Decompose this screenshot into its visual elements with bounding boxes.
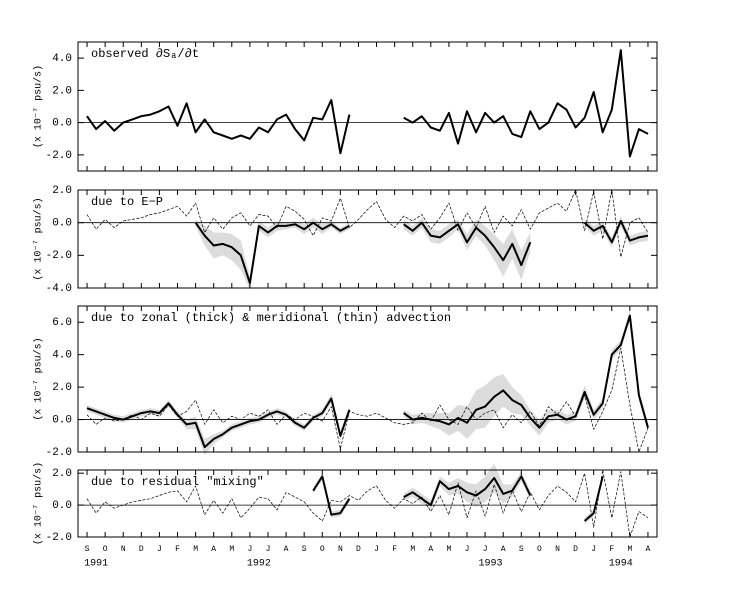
y-tick-label: 4.0 — [52, 53, 72, 65]
uncertainty-band — [87, 393, 350, 456]
x-tick-label: O — [537, 545, 542, 554]
uncertainty-band — [403, 217, 531, 280]
x-tick-label: M — [410, 545, 415, 554]
x-tick-label: A — [646, 545, 651, 554]
x-tick-label: O — [320, 545, 325, 554]
x-tick-label: M — [193, 545, 198, 554]
x-tick-label: J — [465, 545, 470, 554]
y-axis-label: (x 10⁻⁷ psu/s) — [33, 65, 45, 148]
x-tick-label: J — [591, 545, 596, 554]
uncertainty-band — [403, 310, 648, 440]
plot-frame — [77, 305, 658, 453]
y-tick-label: 0.0 — [52, 118, 72, 130]
x-tick-label: O — [103, 545, 108, 554]
plot-frame — [77, 189, 658, 289]
y-tick-label: -2.0 — [46, 150, 72, 162]
y-tick-label: 2.0 — [52, 185, 72, 197]
x-tick-label: J — [266, 545, 271, 554]
y-tick-label: 6.0 — [52, 317, 72, 329]
thin-line — [86, 347, 649, 453]
y-tick-label: 0.0 — [52, 500, 72, 512]
x-tick-label: N — [555, 545, 560, 554]
year-label: 1994 — [609, 559, 633, 570]
y-tick-label: 0.0 — [52, 414, 72, 426]
x-tick-label: D — [356, 545, 361, 554]
x-tick-label: A — [284, 545, 289, 554]
thick-line — [86, 314, 649, 449]
x-tick-label: F — [175, 545, 180, 554]
panel-title: observed ∂Sₐ/∂t — [91, 47, 199, 61]
thick-line — [312, 475, 604, 522]
x-tick-label: J — [247, 545, 252, 554]
plot-frame — [77, 41, 658, 172]
y-axis-label: (x 10⁻⁷ psu/s) — [33, 462, 45, 545]
y-tick-label: 2.0 — [52, 85, 72, 97]
x-tick-label: F — [609, 545, 614, 554]
y-axis-label: (x 10⁻⁷ psu/s) — [33, 197, 45, 280]
x-tick-label: M — [447, 545, 452, 554]
thin-line — [86, 189, 649, 258]
year-label: 1991 — [84, 559, 108, 570]
x-tick-label: S — [519, 545, 524, 554]
x-tick-label: S — [302, 545, 307, 554]
x-tick-label: N — [338, 545, 343, 554]
thick-line — [86, 49, 649, 158]
x-tick-label: J — [374, 545, 379, 554]
x-tick-label: J — [483, 545, 488, 554]
x-tick-label: A — [211, 545, 216, 554]
uncertainty-band — [195, 217, 350, 290]
y-tick-label: 2.0 — [52, 382, 72, 394]
y-tick-label: 0.0 — [52, 218, 72, 230]
x-tick-label: A — [501, 545, 506, 554]
x-tick-label: A — [428, 545, 433, 554]
y-tick-label: -2.0 — [46, 250, 72, 262]
x-tick-label: M — [627, 545, 632, 554]
y-axis-label: (x 10⁻⁷ psu/s) — [33, 337, 45, 420]
plot-frame — [77, 469, 658, 538]
y-tick-label: 2.0 — [52, 468, 72, 480]
thin-line — [86, 469, 649, 538]
x-tick-label: D — [139, 545, 144, 554]
x-tick-label: F — [392, 545, 397, 554]
panel-title: due to E−P — [91, 195, 163, 209]
year-label: 1993 — [479, 559, 503, 570]
uncertainty-band — [403, 463, 531, 510]
y-tick-label: 4.0 — [52, 350, 72, 362]
panel-title: due to residual "mixing" — [91, 475, 264, 489]
x-tick-label: J — [157, 545, 162, 554]
y-tick-label: -2.0 — [46, 447, 72, 459]
y-tick-label: -2.0 — [46, 532, 72, 544]
thick-line — [194, 220, 649, 285]
panel-title: due to zonal (thick) & meridional (thin)… — [91, 311, 451, 325]
x-tick-label: N — [121, 545, 126, 554]
x-tick-label: M — [229, 545, 234, 554]
year-label: 1992 — [247, 559, 271, 570]
x-tick-label: D — [573, 545, 578, 554]
y-tick-label: -4.0 — [46, 283, 72, 295]
x-tick-label: S — [85, 545, 90, 554]
